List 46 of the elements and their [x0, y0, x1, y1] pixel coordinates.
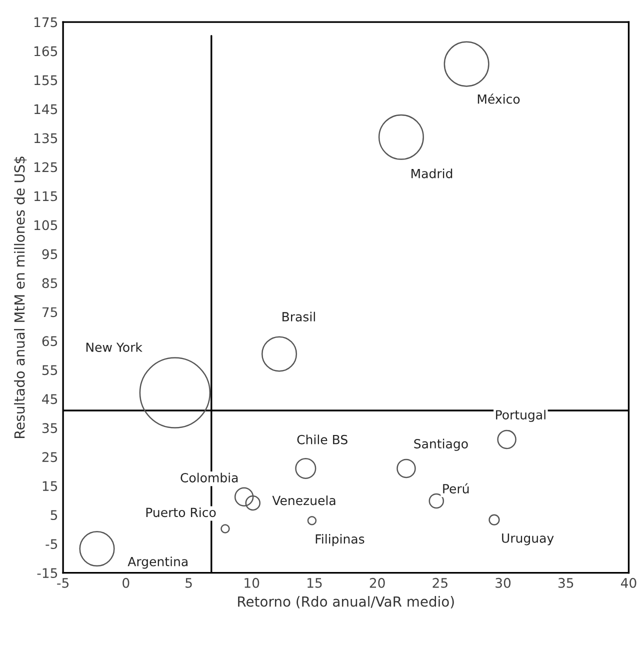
y-tick-label: 165: [34, 46, 58, 56]
series-label: Uruguay: [502, 534, 554, 546]
x-tick-label: 5: [186, 578, 192, 588]
x-tick-label: 20: [370, 578, 385, 588]
y-axis-title: Resultado anual MtM en millones de US$: [14, 156, 27, 438]
series-label: México: [478, 94, 520, 104]
series-label: Colombia: [180, 472, 238, 482]
y-tick-label: 15: [42, 481, 58, 492]
series-label: Puerto Rico: [146, 507, 216, 518]
y-tick-label: 5: [50, 510, 58, 520]
series-label: New York: [86, 342, 142, 352]
x-tick-label: 15: [308, 578, 322, 588]
y-tick-label: 95: [42, 249, 58, 260]
y-tick-label: 65: [42, 336, 58, 346]
y-tick-label: 135: [34, 133, 58, 144]
x-tick-label: 30: [496, 578, 511, 588]
x-tick-label: 25: [432, 578, 448, 588]
y-tick-label: 175: [34, 17, 58, 28]
y-tick-label: 125: [34, 162, 58, 172]
series-label: Perú: [443, 483, 469, 494]
y-tick-label: 25: [42, 452, 58, 462]
series-label: Santiago: [414, 438, 468, 451]
series-label: Venezuela: [272, 496, 336, 506]
y-tick-label: -15: [37, 568, 58, 578]
x-tick-label: -5: [57, 578, 68, 588]
series-label: Madrid: [412, 168, 452, 178]
y-tick-label: 35: [42, 423, 58, 434]
series-label: Argentina: [128, 556, 188, 569]
y-tick-label: 115: [34, 191, 58, 202]
y-tick-label: -5: [46, 539, 58, 550]
x-tick-label: 35: [558, 578, 574, 588]
y-tick-label: 75: [42, 307, 58, 318]
y-tick-label: 105: [34, 220, 58, 230]
series-label: Portugal: [496, 410, 546, 422]
series-label: Brasil: [282, 312, 315, 322]
x-tick-label: 0: [122, 578, 130, 588]
series-label: Filipinas: [316, 534, 364, 546]
x-tick-label: 10: [244, 578, 260, 588]
y-tick-label: 55: [42, 365, 58, 376]
x-tick-label: 40: [620, 578, 636, 588]
y-tick-label: 85: [42, 278, 58, 288]
y-tick-label: 145: [34, 104, 58, 114]
x-axis-title: Retorno (Rdo anual/VaR medio): [238, 596, 454, 608]
y-tick-label: 45: [42, 394, 58, 404]
series-label: Chile BS: [297, 434, 348, 444]
y-tick-label: 155: [34, 75, 58, 86]
